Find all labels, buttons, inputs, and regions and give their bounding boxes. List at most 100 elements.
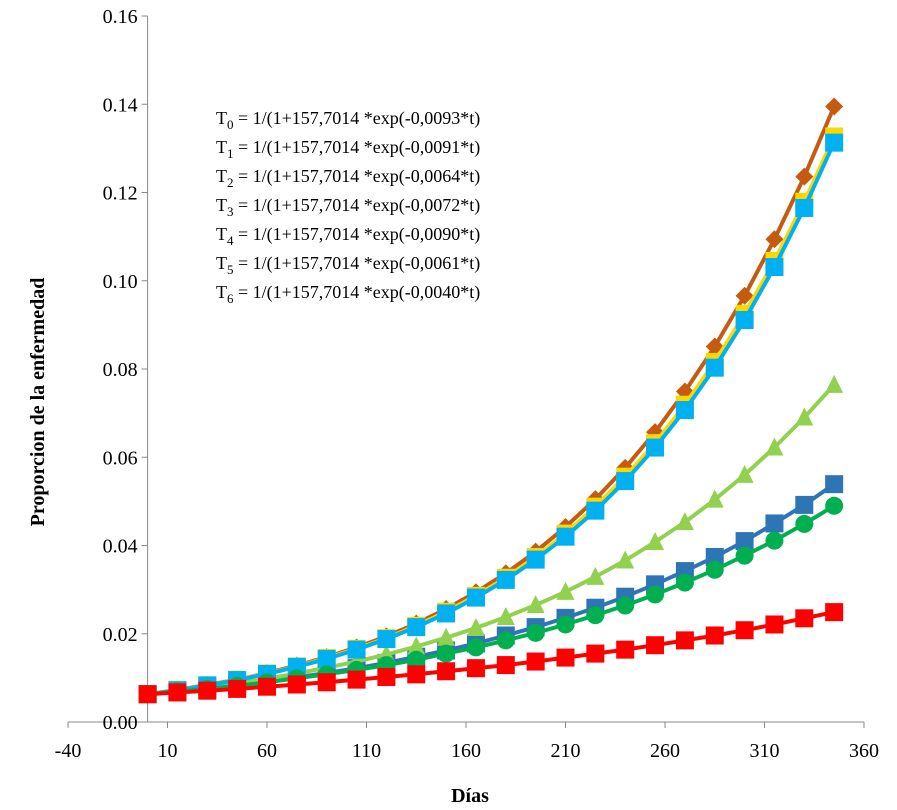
x-tick-label: 260: [650, 740, 680, 762]
data-point: [825, 97, 844, 116]
data-point: [586, 606, 605, 625]
data-point: [377, 667, 396, 686]
x-tick-label: 360: [849, 740, 879, 762]
data-point: [735, 532, 754, 551]
data-point: [526, 595, 545, 614]
equation-line: T6 = 1/(1+157,7014 *exp(-0,0040*t): [216, 282, 480, 306]
data-point: [646, 438, 665, 457]
series-line: [147, 383, 836, 697]
y-tick-label: 0.06: [103, 447, 138, 469]
data-point: [586, 566, 605, 585]
data-point: [765, 437, 784, 456]
data-point: [437, 627, 456, 646]
data-point: [765, 514, 784, 533]
equation-line: T5 = 1/(1+157,7014 *exp(-0,0061*t): [216, 253, 480, 277]
data-point: [496, 631, 515, 650]
data-point: [705, 560, 724, 579]
data-point: [795, 609, 814, 628]
data-point: [258, 677, 276, 696]
series-0: [138, 97, 844, 704]
data-point: [466, 659, 485, 678]
data-point: [675, 631, 694, 650]
data-point: [287, 675, 306, 694]
data-point: [586, 501, 605, 520]
data-point: [735, 546, 754, 565]
data-point: [466, 618, 485, 637]
data-point: [317, 649, 336, 668]
y-tick-label: 0.00: [103, 712, 138, 734]
data-point: [616, 596, 635, 615]
data-point: [646, 531, 665, 550]
data-point: [377, 630, 396, 649]
data-point: [407, 665, 426, 684]
data-point: [825, 475, 844, 494]
data-point: [795, 198, 814, 217]
y-tick-label: 0.14: [103, 94, 138, 116]
x-axis-title: Días: [451, 785, 489, 807]
y-tick-label: 0.02: [103, 624, 138, 646]
x-tick-label: 10: [158, 740, 178, 762]
data-point: [675, 573, 694, 592]
data-point: [556, 615, 575, 634]
data-point: [496, 570, 515, 589]
data-point: [437, 662, 456, 681]
y-tick-label: 0.10: [103, 271, 138, 293]
data-point: [705, 358, 724, 377]
data-point: [825, 133, 844, 152]
data-point: [735, 464, 754, 483]
data-point: [347, 670, 366, 689]
series-layer: [138, 97, 844, 704]
data-point: [705, 626, 724, 645]
y-tick-label: 0.12: [103, 183, 138, 205]
x-tick-label: 60: [257, 740, 277, 762]
data-point: [317, 673, 336, 692]
data-point: [466, 638, 485, 657]
data-point: [347, 640, 366, 659]
series-6: [138, 603, 844, 704]
data-point: [496, 606, 515, 625]
data-point: [646, 585, 665, 604]
data-point: [795, 407, 814, 426]
data-point: [735, 286, 754, 305]
data-point: [825, 603, 844, 622]
series-line: [147, 135, 836, 697]
data-point: [228, 679, 247, 698]
data-point: [795, 167, 814, 186]
data-point: [765, 258, 784, 277]
data-point: [705, 547, 724, 566]
equation-line: T0 = 1/(1+157,7014 *exp(-0,0093*t): [216, 108, 480, 132]
series-4: [138, 133, 844, 704]
data-point: [466, 588, 485, 607]
x-tick-label: 310: [750, 740, 780, 762]
data-point: [437, 644, 456, 663]
data-point: [795, 514, 814, 533]
equation-line: T2 = 1/(1+157,7014 *exp(-0,0064*t): [216, 166, 480, 190]
data-point: [168, 683, 187, 702]
x-tick-label: 210: [551, 740, 581, 762]
data-point: [705, 489, 724, 508]
data-point: [526, 550, 545, 569]
y-axis-title: Proporcion de la enfermedad: [27, 278, 49, 527]
y-tick-label: 0.08: [103, 359, 138, 381]
data-point: [556, 648, 575, 667]
data-point: [616, 640, 635, 659]
data-point: [616, 472, 635, 491]
data-point: [675, 512, 694, 531]
y-tick-label: 0.04: [103, 536, 138, 558]
x-tick-label: 110: [352, 740, 381, 762]
axes: 0.00 0.02 0.04 0.06 0.08 0.10 0.12 0.14 0.16 -40 1…: [55, 6, 879, 762]
x-tick-label: -40: [55, 740, 82, 762]
data-point: [765, 615, 784, 634]
data-point: [407, 618, 426, 637]
data-point: [526, 623, 545, 642]
data-point: [407, 636, 426, 655]
data-point: [646, 636, 665, 655]
equation-line: T3 = 1/(1+157,7014 *exp(-0,0072*t): [216, 195, 480, 219]
data-point: [765, 230, 784, 249]
data-point: [138, 685, 157, 704]
data-point: [735, 311, 754, 330]
data-point: [526, 652, 545, 671]
data-point: [825, 374, 844, 393]
equation-line: T4 = 1/(1+157,7014 *exp(-0,0090*t): [216, 224, 480, 248]
data-point: [586, 644, 605, 663]
